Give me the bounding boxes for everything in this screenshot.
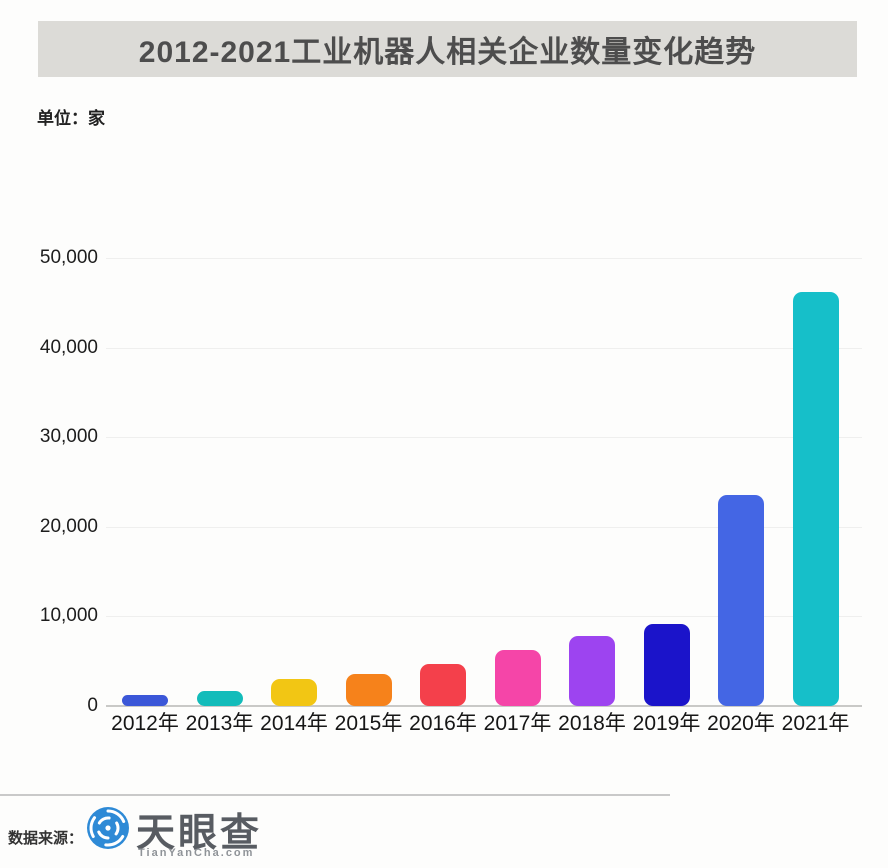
gridline-50000 xyxy=(106,258,862,259)
x-axis-line xyxy=(106,705,862,707)
bar-2021年 xyxy=(792,292,839,706)
title-banner: 2012-2021工业机器人相关企业数量变化趋势 xyxy=(38,21,857,77)
y-tick-label: 40,000 xyxy=(39,336,98,358)
y-tick-label: 20,000 xyxy=(39,515,98,537)
y-tick-label: 50,000 xyxy=(39,247,98,268)
y-tick-label: 10,000 xyxy=(39,605,98,627)
logo-name-text: 天眼查 xyxy=(136,812,263,855)
bar-2016年 xyxy=(420,663,466,706)
bar-2012年 xyxy=(122,695,168,706)
x-tick-label: 2017年 xyxy=(483,712,552,735)
data-source-label: 数据来源： xyxy=(8,830,84,847)
y-tick-label: 30,000 xyxy=(39,426,98,448)
gridline-30000 xyxy=(106,437,862,439)
bar-2014年 xyxy=(271,679,317,706)
bar-2020年 xyxy=(718,494,764,706)
logo-domain-text: TianYanCha.com xyxy=(138,847,255,859)
bar-2015年 xyxy=(345,673,392,706)
x-tick-label: 2020年 xyxy=(707,712,775,735)
gridline-10000 xyxy=(106,616,862,618)
x-tick-label: 2019年 xyxy=(632,712,701,735)
unit-label: 单位：家 xyxy=(37,109,105,128)
x-tick-label: 2015年 xyxy=(334,712,403,735)
x-tick-label: 2012年 xyxy=(111,712,179,735)
footer-divider xyxy=(0,794,670,796)
x-tick-label: 2014年 xyxy=(260,712,328,735)
chart-title: 2012-2021工业机器人相关企业数量变化趋势 xyxy=(138,36,757,69)
gridline-40000 xyxy=(106,347,862,349)
x-tick-label: 2021年 xyxy=(781,712,850,735)
tianyancha-logo: 天眼查 TianYanCha.com xyxy=(86,804,326,864)
tianyancha-aperture-icon xyxy=(86,806,130,850)
x-tick-label: 2013年 xyxy=(185,712,254,735)
y-tick-label: 0 xyxy=(87,695,98,716)
bar-2019年 xyxy=(643,624,690,706)
x-tick-label: 2016年 xyxy=(409,712,477,735)
plot-area: 0 10,000 20,000 30,000 40,000 50,000 2012年 2013… xyxy=(39,247,862,735)
bar-2018年 xyxy=(569,636,615,706)
x-tick-label: 2018年 xyxy=(558,712,626,735)
bar-2013年 xyxy=(196,690,243,706)
gridline-20000 xyxy=(106,526,862,528)
bar-2017年 xyxy=(494,650,541,706)
